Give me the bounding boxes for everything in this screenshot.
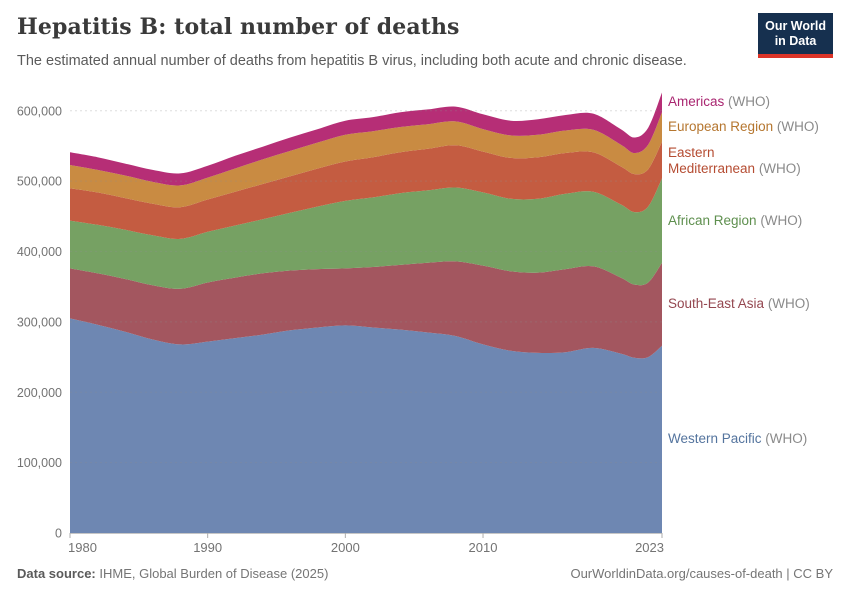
area-band-south-east-asia[interactable] — [70, 261, 662, 359]
chart-legend: Americas (WHO) European Region (WHO) Easte… — [668, 0, 844, 560]
x-axis-tick-label: 2023 — [635, 540, 664, 555]
y-axis-tick-label: 300,000 — [17, 315, 62, 329]
area-band-americas[interactable] — [70, 92, 662, 186]
y-axis-tick-label: 0 — [55, 527, 62, 541]
legend-label-european-region: European Region — [668, 119, 774, 134]
owid-logo[interactable]: Our World in Data — [758, 13, 833, 58]
x-axis-tick-label: 2000 — [331, 540, 360, 555]
legend-suffix: (WHO) — [724, 94, 770, 109]
legend-item-south-east-asia[interactable]: South-East Asia (WHO) — [668, 296, 810, 312]
legend-item-european-region[interactable]: European Region (WHO) — [668, 119, 819, 135]
area-band-eastern-mediterranean[interactable] — [70, 141, 662, 239]
x-axis-tick-label: 1980 — [68, 540, 97, 555]
legend-item-african-region[interactable]: African Region (WHO) — [668, 213, 802, 229]
legend-label-eastern-mediterranean: Eastern Mediterranean — [668, 145, 756, 176]
owid-logo-line2: in Data — [774, 33, 817, 48]
legend-label-african-region: African Region — [668, 213, 757, 228]
legend-suffix: (WHO) — [773, 119, 819, 134]
chart-footer: Data source: IHME, Global Burden of Dise… — [17, 566, 833, 581]
y-axis-tick-label: 500,000 — [17, 175, 62, 189]
legend-item-western-pacific[interactable]: Western Pacific (WHO) — [668, 431, 807, 447]
chart-subtitle: The estimated annual number of deaths fr… — [17, 53, 687, 69]
area-band-european-region[interactable] — [70, 112, 662, 208]
legend-label-south-east-asia: South-East Asia — [668, 296, 765, 311]
data-source-text: IHME, Global Burden of Disease (2025) — [95, 566, 329, 581]
legend-suffix: (WHO) — [755, 160, 801, 176]
data-source-label: Data source: — [17, 566, 96, 581]
area-band-western-pacific[interactable] — [70, 318, 662, 533]
y-axis-tick-label: 200,000 — [17, 386, 62, 400]
legend-suffix: (WHO) — [764, 296, 810, 311]
legend-suffix: (WHO) — [756, 213, 803, 228]
area-band-african-region[interactable] — [70, 178, 662, 289]
y-axis-tick-label: 600,000 — [17, 104, 62, 118]
owid-citation-link[interactable]: OurWorldinData.org/causes-of-death | CC … — [570, 566, 833, 581]
y-axis-tick-label: 400,000 — [17, 245, 62, 259]
legend-item-americas[interactable]: Americas (WHO) — [668, 94, 770, 110]
legend-suffix: (WHO) — [761, 431, 808, 446]
legend-label-western-pacific: Western Pacific — [668, 431, 762, 446]
page-title: Hepatitis B: total number of deaths — [17, 14, 460, 40]
x-axis-tick-label: 1990 — [193, 540, 222, 555]
x-axis-tick-label: 2010 — [469, 540, 498, 555]
data-source: Data source: IHME, Global Burden of Dise… — [17, 566, 328, 581]
legend-item-eastern-mediterranean[interactable]: Eastern Mediterranean (WHO) — [668, 145, 801, 176]
owid-logo-line1: Our World — [765, 19, 826, 33]
legend-label-americas: Americas — [668, 94, 725, 109]
y-axis-tick-label: 100,000 — [17, 456, 62, 470]
